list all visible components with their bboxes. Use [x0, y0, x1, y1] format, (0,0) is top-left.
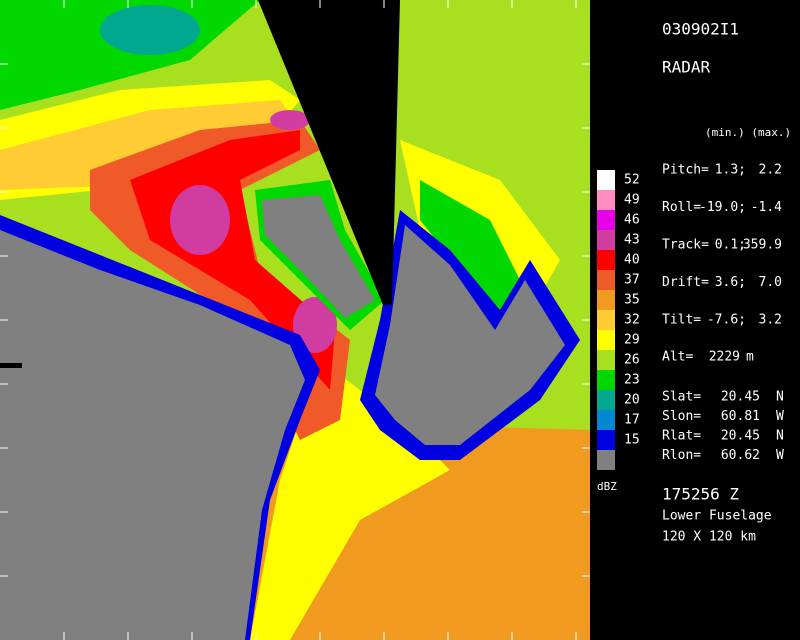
legend-swatch: [597, 210, 615, 230]
position-label: Slon=: [662, 409, 701, 424]
position-unit: W: [776, 448, 784, 463]
radar-image: [0, 0, 590, 640]
legend-swatch: [597, 330, 615, 350]
time: 175256 Z: [662, 485, 739, 504]
param-label: Tilt=: [662, 313, 701, 328]
param-max: 3.2: [759, 313, 782, 328]
legend-swatch: [597, 430, 615, 450]
legend-label: 49: [624, 193, 640, 208]
domain-size: 120 X 120 km: [662, 530, 756, 545]
legend-label: 29: [624, 333, 640, 348]
legend-swatch: [597, 410, 615, 430]
legend-swatch: [597, 250, 615, 270]
legend-swatch: [597, 190, 615, 210]
flight-id: 030902I1: [662, 20, 739, 39]
position-label: Rlat=: [662, 429, 701, 444]
param-label: Pitch=: [662, 163, 709, 178]
param-min: 0.1;: [715, 238, 746, 253]
frame-ticks: [0, 0, 590, 640]
param-label: Drift=: [662, 275, 709, 290]
position-unit: N: [776, 429, 784, 444]
param-min: 1.3;: [715, 163, 746, 178]
legend-swatch: [597, 310, 615, 330]
position-value: 20.45: [721, 429, 760, 444]
legend-swatch: [597, 270, 615, 290]
position-label: Rlon=: [662, 448, 701, 463]
param-label: Track=: [662, 238, 709, 253]
param-label: Roll=: [662, 200, 701, 215]
legend-unit: dBZ: [597, 480, 617, 493]
legend-swatch: [597, 350, 615, 370]
position-value: 60.81: [721, 409, 760, 424]
legend-label: 26: [624, 353, 640, 368]
legend-swatch: [597, 290, 615, 310]
param-max: -1.4: [751, 200, 782, 215]
legend-label: 15: [624, 433, 640, 448]
position-unit: W: [776, 409, 784, 424]
position-value: 20.45: [721, 390, 760, 405]
legend-label: 43: [624, 233, 640, 248]
position-label: Slat=: [662, 390, 701, 405]
position-value: 60.62: [721, 448, 760, 463]
param-min: 3.6;: [715, 275, 746, 290]
legend-swatch: [597, 230, 615, 250]
legend-swatch: [597, 370, 615, 390]
param-max: 2.2: [759, 163, 782, 178]
legend-label: 35: [624, 293, 640, 308]
antenna: Lower Fuselage: [662, 509, 772, 524]
legend-label: 20: [624, 393, 640, 408]
position-unit: N: [776, 390, 784, 405]
legend-swatch: [597, 170, 615, 190]
legend-label: 46: [624, 213, 640, 228]
alt-value: 2229: [709, 350, 740, 365]
legend-label: 32: [624, 313, 640, 328]
param-min: -19.0;: [699, 200, 746, 215]
legend-label: 40: [624, 253, 640, 268]
alt-unit: m: [746, 350, 754, 365]
legend-label: 37: [624, 273, 640, 288]
legend-label: 23: [624, 373, 640, 388]
legend-swatch: [597, 450, 615, 470]
legend-label: 52: [624, 173, 640, 188]
column-heads: (min.) (max.): [705, 126, 791, 139]
param-max: 7.0: [759, 275, 782, 290]
legend-swatch: [597, 390, 615, 410]
product-name: RADAR: [662, 58, 711, 77]
param-max: 359.9: [743, 238, 782, 253]
param-min: -7.6;: [707, 313, 746, 328]
legend-label: 17: [624, 413, 640, 428]
alt-label: Alt=: [662, 350, 693, 365]
